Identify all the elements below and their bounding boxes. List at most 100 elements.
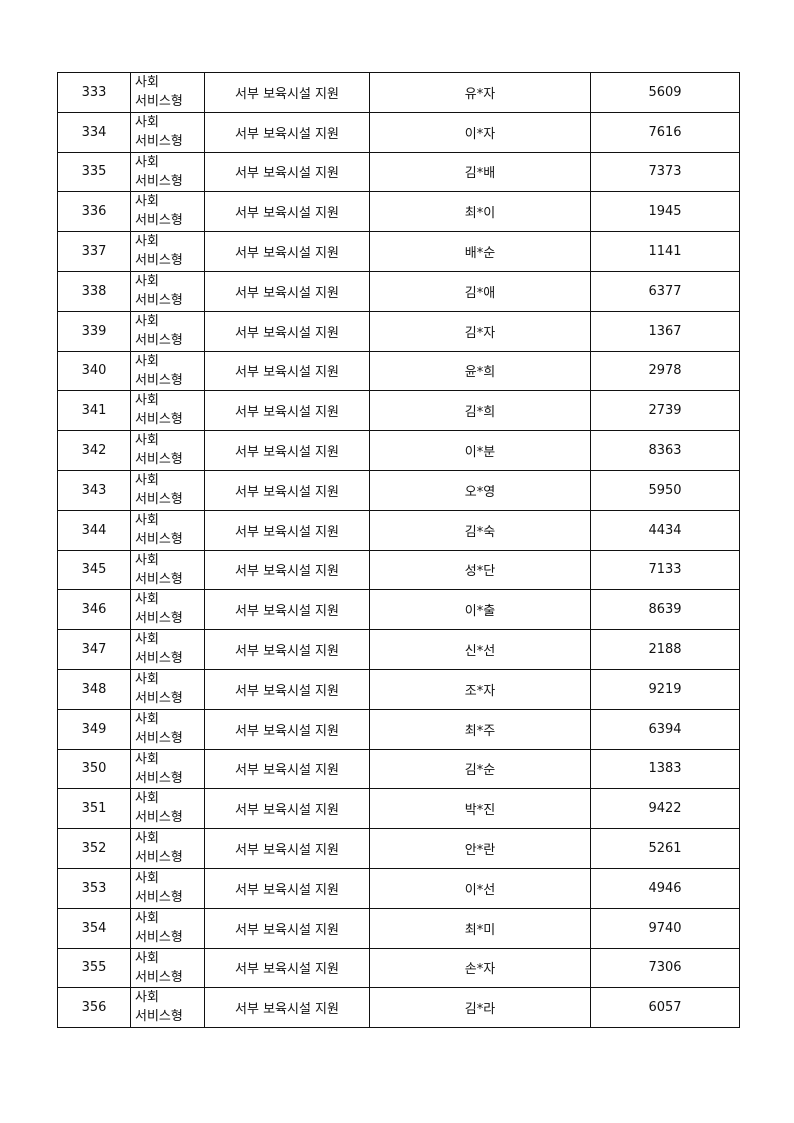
recipient-table: 333 사회 서비스형 서부 보육시설 지원 유*자 5609 334 사회 서비스형 서부 보육… bbox=[57, 72, 740, 1029]
row-number-cell: 347 bbox=[57, 629, 131, 670]
program-cell: 서부 보육시설 지원 bbox=[204, 867, 370, 909]
program-cell: 서부 보육시설 지원 bbox=[204, 350, 370, 392]
type-text: 서비스형 bbox=[135, 452, 183, 468]
type-text: 서비스형 bbox=[135, 1009, 183, 1025]
table-row: 348 사회 서비스형 서부 보육시설 지원 조*자 9219 bbox=[57, 668, 740, 710]
name-cell: 김*애 bbox=[369, 270, 591, 312]
type-text: 사회 bbox=[135, 154, 159, 170]
type-text: 서비스형 bbox=[135, 372, 183, 388]
amount-cell: 7616 bbox=[590, 111, 740, 153]
amount-cell: 9219 bbox=[590, 668, 740, 710]
type-text: 사회 bbox=[135, 870, 159, 886]
type-text: 서비스형 bbox=[135, 94, 183, 109]
row-number-cell: 344 bbox=[57, 509, 131, 551]
table-row: 349 사회 서비스형 서부 보육시설 지원 최*주 6394 bbox=[57, 708, 740, 750]
type-cell: 사회 서비스형 bbox=[130, 509, 205, 551]
type-text: 서비스형 bbox=[135, 810, 183, 826]
name-cell: 유*자 bbox=[369, 72, 591, 113]
table-row: 356 사회 서비스형 서부 보육시설 지원 김*라 6057 bbox=[57, 987, 740, 1029]
type-text: 사회 bbox=[135, 472, 159, 488]
row-number-cell: 354 bbox=[57, 907, 131, 949]
name-cell: 배*순 bbox=[369, 231, 591, 272]
table-row: 347 사회 서비스형 서부 보육시설 지원 신*선 2188 bbox=[57, 629, 740, 670]
type-text: 사회 bbox=[135, 273, 159, 289]
table-row: 350 사회 서비스형 서부 보육시설 지원 김*순 1383 bbox=[57, 748, 740, 790]
type-cell: 사회 서비스형 bbox=[130, 310, 205, 352]
name-cell: 손*자 bbox=[369, 947, 591, 989]
table-row: 341 사회 서비스형 서부 보육시설 지원 김*희 2739 bbox=[57, 390, 740, 432]
row-number-cell: 351 bbox=[57, 788, 131, 830]
type-text: 서비스형 bbox=[135, 213, 183, 229]
amount-cell: 9740 bbox=[590, 907, 740, 949]
amount-cell: 7306 bbox=[590, 947, 740, 989]
amount-cell: 6057 bbox=[590, 987, 740, 1029]
amount-cell: 9422 bbox=[590, 788, 740, 830]
type-text: 서비스형 bbox=[135, 412, 183, 428]
table-row: 355 사회 서비스형 서부 보육시설 지원 손*자 7306 bbox=[57, 947, 740, 989]
type-cell: 사회 서비스형 bbox=[130, 231, 205, 272]
type-cell: 사회 서비스형 bbox=[130, 350, 205, 392]
row-number-cell: 341 bbox=[57, 390, 131, 432]
type-cell: 사회 서비스형 bbox=[130, 708, 205, 750]
program-cell: 서부 보육시설 지원 bbox=[204, 191, 370, 233]
table-row: 346 사회 서비스형 서부 보육시설 지원 이*출 8639 bbox=[57, 589, 740, 631]
type-text: 서비스형 bbox=[135, 929, 183, 945]
type-text: 서비스형 bbox=[135, 133, 183, 149]
row-number-cell: 336 bbox=[57, 191, 131, 233]
table-row: 336 사회 서비스형 서부 보육시설 지원 최*이 1945 bbox=[57, 191, 740, 233]
type-text: 사회 bbox=[135, 114, 159, 130]
type-text: 서비스형 bbox=[135, 253, 183, 269]
row-number-cell: 337 bbox=[57, 231, 131, 272]
program-cell: 서부 보육시설 지원 bbox=[204, 72, 370, 113]
row-number-cell: 335 bbox=[57, 151, 131, 193]
amount-cell: 4434 bbox=[590, 509, 740, 551]
program-cell: 서부 보육시설 지원 bbox=[204, 629, 370, 670]
amount-cell: 5609 bbox=[590, 72, 740, 113]
program-cell: 서부 보육시설 지원 bbox=[204, 907, 370, 949]
type-text: 사회 bbox=[135, 950, 159, 966]
program-cell: 서부 보육시설 지원 bbox=[204, 589, 370, 631]
type-cell: 사회 서비스형 bbox=[130, 72, 205, 113]
amount-cell: 6377 bbox=[590, 270, 740, 312]
type-text: 사회 bbox=[135, 910, 159, 926]
row-number-cell: 333 bbox=[57, 72, 131, 113]
program-cell: 서부 보육시설 지원 bbox=[204, 390, 370, 432]
table-row: 353 사회 서비스형 서부 보육시설 지원 이*선 4946 bbox=[57, 867, 740, 909]
type-cell: 사회 서비스형 bbox=[130, 828, 205, 869]
name-cell: 김*희 bbox=[369, 390, 591, 432]
type-cell: 사회 서비스형 bbox=[130, 867, 205, 909]
row-number-cell: 340 bbox=[57, 350, 131, 392]
type-text: 사회 bbox=[135, 831, 159, 847]
type-cell: 사회 서비스형 bbox=[130, 668, 205, 710]
name-cell: 성*단 bbox=[369, 549, 591, 591]
name-cell: 최*이 bbox=[369, 191, 591, 233]
table-row: 352 사회 서비스형 서부 보육시설 지원 안*란 5261 bbox=[57, 828, 740, 869]
type-cell: 사회 서비스형 bbox=[130, 191, 205, 233]
row-number-cell: 343 bbox=[57, 469, 131, 511]
type-text: 사회 bbox=[135, 512, 159, 528]
row-number-cell: 346 bbox=[57, 589, 131, 631]
amount-cell: 2188 bbox=[590, 629, 740, 670]
name-cell: 박*진 bbox=[369, 788, 591, 830]
program-cell: 서부 보육시설 지원 bbox=[204, 151, 370, 193]
program-cell: 서부 보육시설 지원 bbox=[204, 708, 370, 750]
type-cell: 사회 서비스형 bbox=[130, 430, 205, 471]
name-cell: 김*라 bbox=[369, 987, 591, 1029]
table-row: 338 사회 서비스형 서부 보육시설 지원 김*애 6377 bbox=[57, 270, 740, 312]
table-row: 337 사회 서비스형 서부 보육시설 지원 배*순 1141 bbox=[57, 231, 740, 272]
name-cell: 이*분 bbox=[369, 430, 591, 471]
type-cell: 사회 서비스형 bbox=[130, 390, 205, 432]
type-cell: 사회 서비스형 bbox=[130, 987, 205, 1029]
table-row: 340 사회 서비스형 서부 보육시설 지원 윤*희 2978 bbox=[57, 350, 740, 392]
row-number-cell: 339 bbox=[57, 310, 131, 352]
table-body: 333 사회 서비스형 서부 보육시설 지원 유*자 5609 334 사회 서비스형 서부 보육… bbox=[57, 72, 740, 1029]
program-cell: 서부 보육시설 지원 bbox=[204, 310, 370, 352]
row-number-cell: 350 bbox=[57, 748, 131, 790]
type-cell: 사회 서비스형 bbox=[130, 469, 205, 511]
row-number-cell: 342 bbox=[57, 430, 131, 471]
type-text: 사회 bbox=[135, 313, 159, 329]
type-text: 서비스형 bbox=[135, 651, 183, 667]
program-cell: 서부 보육시설 지원 bbox=[204, 947, 370, 989]
type-text: 사회 bbox=[135, 592, 159, 608]
